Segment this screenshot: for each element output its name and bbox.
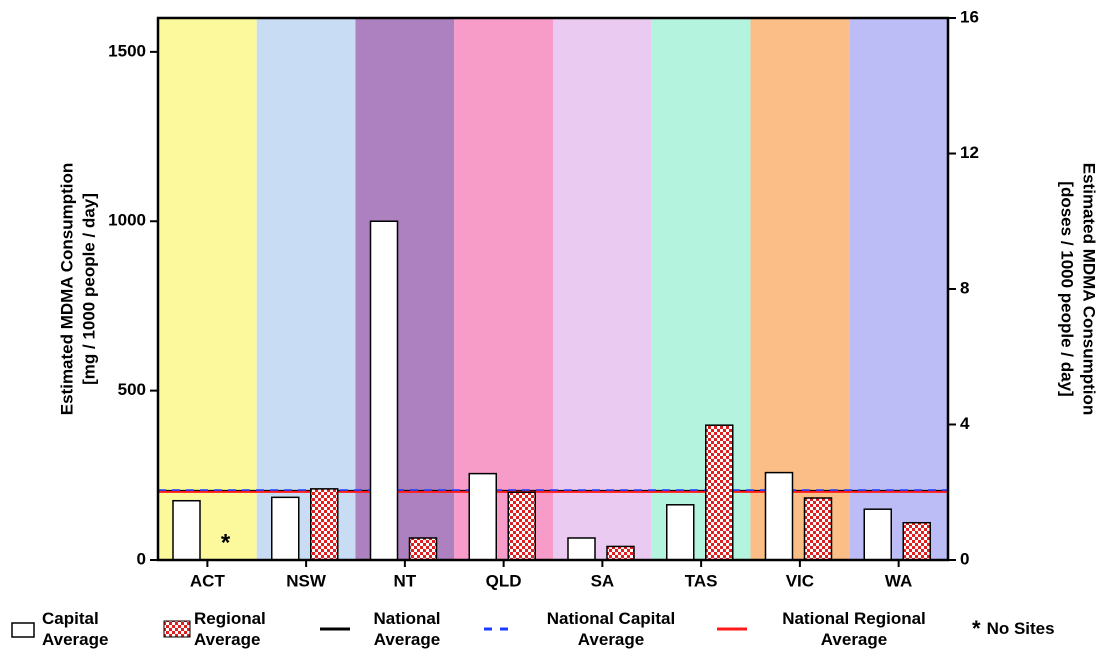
x-tick-label: NT xyxy=(394,571,417,590)
bar xyxy=(803,497,833,561)
y2-tick-label: 16 xyxy=(960,7,979,26)
bar xyxy=(310,488,339,561)
legend-item: National Regional Average xyxy=(715,608,959,650)
legend-label: Regional Average xyxy=(194,609,266,649)
y-tick-label: 1000 xyxy=(108,211,146,230)
bar xyxy=(369,220,399,561)
legend-label: Capital Average xyxy=(42,609,109,649)
legend-swatch xyxy=(163,620,191,638)
bar xyxy=(666,504,695,561)
y2-axis-label: [doses / 1000 people / day] xyxy=(1058,181,1077,396)
y2-tick-label: 4 xyxy=(960,414,970,433)
x-tick-label: SA xyxy=(591,571,615,590)
no-sites-marker: * xyxy=(221,529,231,556)
chart: * ACT NSW NT QLD SA TAS VIC WA 0 500 1000 1500 0 4 8 12 1… xyxy=(57,7,1099,590)
legend-item: National Average xyxy=(318,608,462,650)
bar xyxy=(902,521,931,561)
bar xyxy=(606,545,635,561)
bar xyxy=(863,508,892,561)
legend-item: Regional Average xyxy=(160,608,284,650)
category-background xyxy=(454,18,553,560)
bar xyxy=(408,537,438,561)
bar xyxy=(764,471,794,561)
category-background xyxy=(158,18,257,560)
legend-item: Capital Average xyxy=(8,608,132,650)
category-background xyxy=(750,18,850,560)
legend-swatch xyxy=(320,627,350,631)
y-tick-label: 0 xyxy=(137,549,146,568)
category-background xyxy=(849,18,948,560)
category-background xyxy=(256,18,356,560)
y2-tick-label: 8 xyxy=(960,278,969,297)
legend-marker: * xyxy=(972,616,981,641)
x-tick-label: QLD xyxy=(486,571,522,590)
legend-label: National Regional Average xyxy=(782,609,926,649)
legend-swatch xyxy=(717,627,747,631)
category-background xyxy=(651,18,751,560)
y2-tick-label: 0 xyxy=(960,549,969,568)
x-tick-label: ACT xyxy=(190,571,226,590)
swatch xyxy=(163,620,191,638)
legend-swatch xyxy=(484,627,514,631)
x-tick-label: NSW xyxy=(286,571,327,590)
legend-item: * No Sites xyxy=(972,616,1055,641)
legend-swatch xyxy=(11,622,35,638)
bar xyxy=(468,472,497,561)
legend-item: National Capital Average xyxy=(482,608,706,650)
bar xyxy=(271,496,300,561)
y2-tick-label: 12 xyxy=(960,143,979,162)
bar xyxy=(507,491,536,561)
y2-axis-label: Estimated MDMA Consumption xyxy=(1080,163,1099,415)
category-background xyxy=(553,18,652,560)
x-tick-label: WA xyxy=(885,571,912,590)
y-axis-label: Estimated MDMA Consumption xyxy=(57,163,76,415)
y-tick-label: 1500 xyxy=(108,41,146,60)
y-axis-label: [mg / 1000 people / day] xyxy=(79,193,98,385)
y-tick-label: 500 xyxy=(118,380,146,399)
legend-label: No Sites xyxy=(986,619,1055,638)
x-tick-label: TAS xyxy=(685,571,718,590)
swatch xyxy=(11,622,35,638)
legend-label: National Average xyxy=(373,609,441,649)
x-tick-label: VIC xyxy=(786,571,814,590)
legend-label: National Capital Average xyxy=(546,609,676,649)
bar xyxy=(705,424,734,561)
bar xyxy=(172,499,201,561)
bar xyxy=(567,537,596,561)
